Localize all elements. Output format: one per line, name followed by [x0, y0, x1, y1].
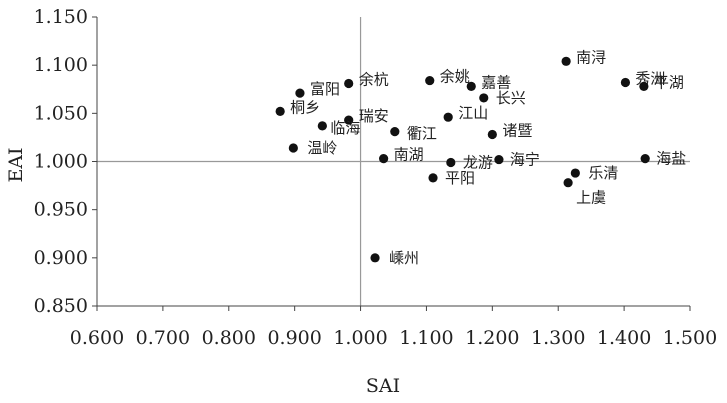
data-point: [275, 106, 285, 117]
data-point: [487, 129, 497, 140]
data-point: [639, 81, 649, 91]
x-tick-label: 1.100: [399, 327, 453, 349]
data-point: [620, 77, 631, 88]
point-label: 嵊州: [389, 249, 419, 267]
x-tick-label: 1.300: [531, 327, 585, 349]
data-point: [494, 154, 504, 165]
point-label: 海盐: [656, 150, 686, 168]
x-axis-label: SAI: [366, 375, 400, 397]
data-point: [446, 157, 456, 168]
y-tick-label: 1.000: [34, 151, 88, 173]
point-label: 嘉善: [481, 73, 511, 91]
point-label: 龙游: [463, 153, 493, 171]
data-point: [570, 168, 580, 178]
point-label: 江山: [458, 104, 488, 122]
data-point: [428, 173, 438, 183]
point-label: 温岭: [307, 139, 337, 157]
data-point: [563, 178, 573, 188]
data-point: [370, 253, 380, 263]
point-label: 平阳: [445, 169, 475, 187]
data-point: [561, 56, 571, 66]
point-label: 临海: [330, 119, 360, 137]
y-tick-label: 0.950: [34, 199, 88, 221]
data-point: [344, 78, 354, 89]
x-tick-label: 0.600: [70, 327, 124, 349]
point-label: 余姚: [440, 68, 470, 86]
point-label: 诸暨: [502, 122, 532, 140]
x-tick-label: 1.200: [465, 327, 519, 349]
y-tick-label: 0.900: [34, 247, 88, 269]
data-point: [425, 75, 435, 86]
data-point: [479, 93, 489, 103]
x-tick-label: 1.000: [333, 327, 387, 349]
data-point: [466, 81, 476, 91]
y-axis-label: EAI: [5, 147, 27, 182]
point-label: 瑞安: [359, 107, 389, 125]
point-label: 衢江: [407, 125, 437, 143]
data-point: [379, 154, 389, 164]
x-tick-label: 0.700: [136, 327, 190, 349]
point-label: 南浔: [576, 48, 606, 66]
data-point: [317, 121, 327, 131]
data-point: [640, 154, 650, 164]
x-tick-label: 1.500: [663, 327, 717, 349]
data-point: [390, 127, 400, 137]
point-label: 平湖: [654, 73, 684, 91]
y-tick-label: 0.850: [34, 295, 88, 317]
y-tick-label: 1.150: [34, 6, 88, 28]
data-point: [295, 88, 305, 98]
data-point: [288, 143, 298, 153]
y-tick-label: 1.050: [34, 102, 88, 124]
point-label: 桐乡: [290, 98, 320, 116]
point-label: 南湖: [394, 146, 424, 164]
x-tick-label: 0.800: [202, 327, 256, 349]
point-label: 长兴: [496, 89, 526, 107]
point-label: 乐清: [588, 164, 618, 182]
y-tick-label: 1.100: [34, 54, 88, 76]
x-tick-label: 1.400: [597, 327, 651, 349]
data-point: [443, 112, 453, 122]
point-label: 余杭: [359, 70, 389, 88]
point-label: 海宁: [510, 151, 540, 169]
point-label: 富阳: [310, 80, 340, 98]
data-point: [344, 115, 354, 125]
x-tick-label: 0.900: [267, 327, 321, 349]
point-label: 上虞: [576, 189, 606, 207]
